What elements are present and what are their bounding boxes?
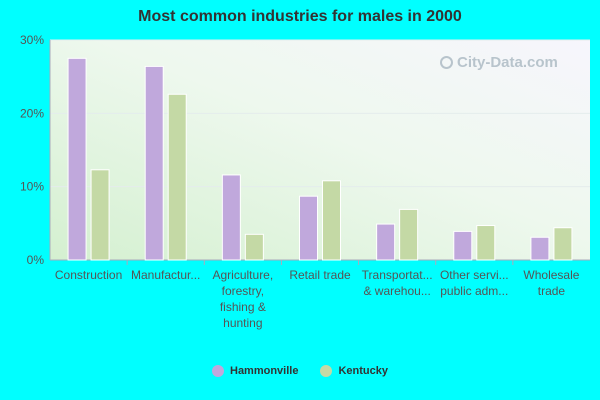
watermark-text: City-Data.com [457, 54, 558, 71]
bar-hammonville-6[interactable] [530, 236, 550, 261]
legend-label-kentucky: Kentucky [338, 365, 388, 377]
y-tick-label: 30% [20, 33, 44, 47]
x-tick-label: Wholesale [523, 268, 579, 282]
bar-hammonville-0[interactable] [67, 57, 87, 261]
legend-item-kentucky: Kentucky [320, 365, 388, 377]
bar-kentucky-3[interactable] [322, 180, 341, 261]
x-tick-label: Transportat... [362, 268, 433, 282]
bar-hammonville-1[interactable] [144, 65, 164, 261]
bar-kentucky-2[interactable] [244, 233, 264, 261]
legend-swatch-hammonville [212, 365, 224, 377]
legend-item-hammonville: Hammonville [212, 365, 298, 377]
x-tick-label: fishing & [220, 300, 266, 314]
y-tick-label: 0% [27, 253, 45, 267]
magnifier-icon [440, 56, 453, 69]
x-tick-label: Manufactur... [131, 268, 200, 282]
x-tick-label: public adm... [440, 284, 508, 298]
bar-hammonville-5[interactable] [453, 230, 473, 261]
x-tick-label: Retail trade [289, 268, 351, 282]
plot-area [50, 40, 590, 260]
bar-kentucky-0[interactable] [90, 169, 110, 261]
watermark: City-Data.com [440, 54, 558, 71]
bar-hammonville-4[interactable] [376, 223, 396, 261]
bar-kentucky-4[interactable] [399, 208, 419, 261]
legend-label-hammonville: Hammonville [230, 365, 299, 377]
x-tick-label: & warehou... [363, 284, 430, 298]
bar-hammonville-3[interactable] [299, 195, 318, 261]
x-tick-label: Construction [55, 268, 122, 282]
legend: Hammonville Kentucky [0, 365, 600, 377]
y-tick-label: 10% [20, 180, 44, 194]
bar-kentucky-6[interactable] [553, 227, 573, 261]
x-tick-label: Other servi... [440, 268, 509, 282]
x-tick-label: forestry, [222, 284, 264, 298]
x-tick-label: hunting [223, 316, 262, 330]
bar-hammonville-2[interactable] [221, 174, 241, 261]
bar-kentucky-5[interactable] [476, 225, 496, 261]
chart-title: Most common industries for males in 2000 [138, 8, 462, 25]
x-tick-label: Agriculture, [213, 268, 274, 282]
y-tick-label: 20% [20, 106, 44, 120]
legend-swatch-kentucky [320, 365, 333, 377]
x-tick-label: trade [538, 284, 566, 298]
bar-kentucky-1[interactable] [167, 93, 187, 261]
